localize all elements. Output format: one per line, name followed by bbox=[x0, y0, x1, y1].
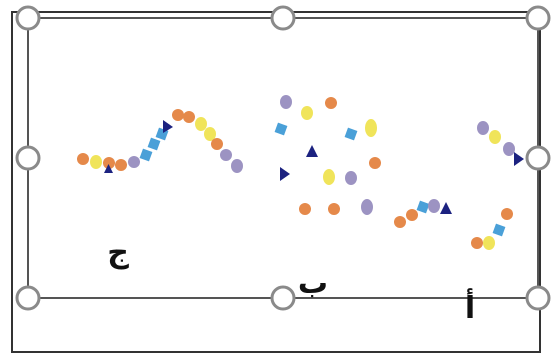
chain-bead bbox=[231, 159, 243, 173]
chain-bead bbox=[477, 121, 489, 135]
chain-bead bbox=[147, 137, 161, 151]
monomer bbox=[299, 203, 311, 215]
monomer bbox=[325, 97, 337, 109]
monomer bbox=[301, 106, 313, 120]
monomer bbox=[274, 122, 288, 136]
chain-jim bbox=[77, 109, 243, 173]
chain-bead bbox=[90, 155, 102, 169]
scatter-ba bbox=[274, 95, 381, 215]
chain-bead bbox=[211, 138, 223, 150]
monomer bbox=[345, 171, 357, 185]
chain-bead bbox=[501, 208, 513, 220]
chain-bead bbox=[103, 157, 115, 169]
label-alif: أ bbox=[465, 288, 475, 326]
chains-alif bbox=[394, 121, 524, 250]
chain-bead bbox=[406, 209, 418, 221]
handle-bottom-middle[interactable] bbox=[270, 285, 296, 311]
chain-bead bbox=[77, 153, 89, 165]
label-ba: ب bbox=[298, 266, 328, 301]
selection-handles[interactable] bbox=[15, 5, 551, 311]
chain-bead bbox=[514, 152, 524, 166]
chain-bead bbox=[195, 117, 207, 131]
monomer bbox=[344, 127, 358, 141]
handle-top-middle[interactable] bbox=[270, 5, 296, 31]
chain-bead bbox=[483, 236, 495, 250]
chain-bead bbox=[428, 199, 440, 213]
monomer bbox=[361, 199, 373, 215]
handle-bottom-left[interactable] bbox=[15, 285, 41, 311]
handle-top-left[interactable] bbox=[15, 5, 41, 31]
monomer bbox=[280, 95, 292, 109]
monomer bbox=[369, 157, 381, 169]
chain-bead bbox=[220, 149, 232, 161]
chain-bead bbox=[163, 120, 173, 133]
handle-middle-right[interactable] bbox=[525, 145, 551, 171]
chain-bead bbox=[416, 200, 430, 214]
chain-bead bbox=[139, 148, 153, 162]
chain-bead bbox=[489, 130, 501, 144]
selection-frame bbox=[27, 17, 539, 299]
chain-bead bbox=[503, 142, 515, 156]
monomer bbox=[306, 145, 318, 157]
chain-bead bbox=[492, 223, 506, 237]
chain-bead bbox=[440, 202, 452, 214]
monomer bbox=[280, 167, 290, 181]
chain-bead bbox=[172, 109, 184, 121]
chain-bead bbox=[204, 127, 216, 141]
monomer bbox=[365, 119, 377, 137]
handle-bottom-right[interactable] bbox=[525, 285, 551, 311]
handle-middle-left[interactable] bbox=[15, 145, 41, 171]
chain-bead bbox=[104, 164, 113, 173]
chain-bead bbox=[471, 237, 483, 249]
chain-bead bbox=[394, 216, 406, 228]
chain-bead bbox=[115, 159, 127, 171]
monomer bbox=[323, 169, 335, 185]
chain-bead bbox=[128, 156, 140, 168]
label-jim: ج bbox=[107, 235, 129, 270]
monomer bbox=[328, 203, 340, 215]
chain-bead bbox=[183, 111, 195, 123]
handle-top-right[interactable] bbox=[525, 5, 551, 31]
